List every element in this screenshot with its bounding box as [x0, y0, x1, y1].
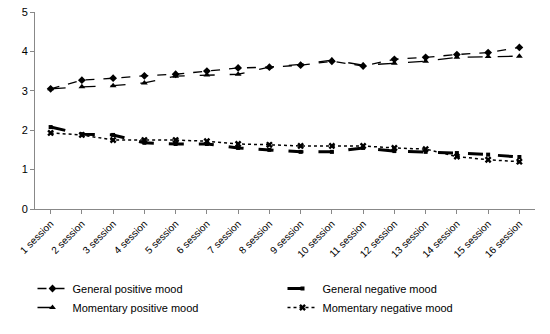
svg-text:13 session: 13 session: [389, 218, 431, 260]
svg-text:4: 4: [22, 45, 28, 57]
svg-text:General positive mood: General positive mood: [73, 283, 183, 295]
svg-text:5: 5: [22, 6, 28, 18]
svg-text:2 session: 2 session: [49, 218, 87, 256]
svg-text:2: 2: [22, 124, 28, 136]
svg-text:6 session: 6 session: [174, 218, 212, 256]
svg-text:12 session: 12 session: [358, 218, 400, 260]
svg-text:15 session: 15 session: [451, 218, 493, 260]
svg-text:General negative mood: General negative mood: [323, 283, 437, 295]
svg-text:5 session: 5 session: [143, 218, 181, 256]
svg-text:7 session: 7 session: [205, 218, 243, 256]
svg-text:8 session: 8 session: [237, 218, 275, 256]
svg-text:11 session: 11 session: [327, 218, 368, 259]
svg-text:16 session: 16 session: [483, 218, 525, 260]
svg-text:Momentary positive mood: Momentary positive mood: [73, 302, 199, 314]
svg-text:3 session: 3 session: [80, 218, 118, 256]
svg-text:9 session: 9 session: [268, 218, 306, 256]
svg-text:4 session: 4 session: [112, 218, 150, 256]
svg-text:10 session: 10 session: [295, 218, 337, 260]
svg-text:1 session: 1 session: [18, 218, 56, 256]
svg-text:3: 3: [22, 85, 28, 97]
svg-text:Momentary negative mood: Momentary negative mood: [323, 302, 453, 314]
svg-text:1: 1: [22, 163, 28, 175]
svg-text:0: 0: [22, 203, 28, 215]
svg-text:14 session: 14 session: [420, 218, 462, 260]
